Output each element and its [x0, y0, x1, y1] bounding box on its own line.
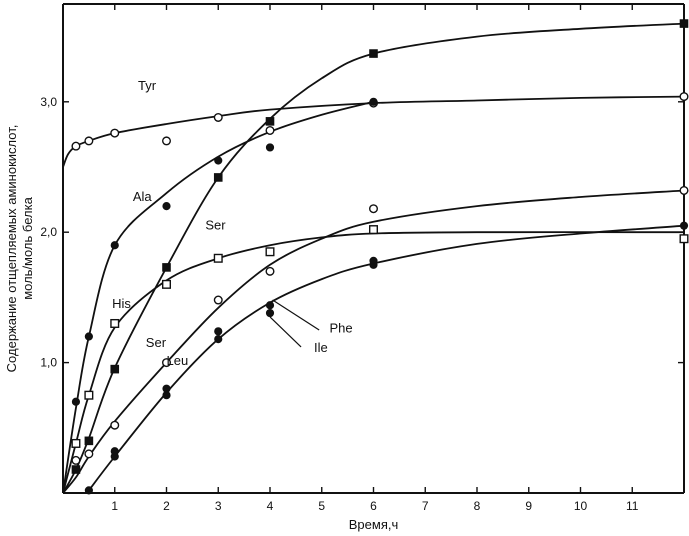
data-point-his — [369, 225, 379, 235]
y-tick-label: 1,0 — [40, 356, 57, 370]
data-point-ser — [213, 173, 223, 182]
curve-label-tyr: Tyr — [138, 78, 157, 93]
data-point-tyr — [71, 141, 81, 151]
data-point-his — [213, 253, 223, 263]
data-point-ser — [84, 436, 94, 446]
data-point-ala — [265, 143, 275, 152]
data-point-leu — [265, 266, 275, 276]
data-point-phe — [369, 256, 378, 265]
x-tick-label: 5 — [318, 499, 325, 513]
data-point-ser — [679, 19, 689, 28]
y-tick-label: 3,0 — [40, 95, 57, 109]
data-point-ala — [162, 202, 171, 211]
series-line-his — [62, 231, 685, 494]
data-point-ala — [84, 332, 93, 341]
data-point-ser — [369, 49, 378, 58]
y-axis-title: Содержание отщепляемых аминокислот, моль… — [4, 125, 35, 373]
x-tick-label: 11 — [626, 499, 639, 513]
y-axis-title-line-2: моль/моль белка — [20, 196, 35, 299]
data-point-leu — [110, 420, 120, 430]
data-point-tyr — [679, 92, 689, 102]
x-ticks: 1 2 3 4 5 6 7 8 9 10 11 — [111, 4, 639, 513]
x-tick-label: 2 — [163, 499, 170, 513]
data-point-tyr — [110, 128, 120, 138]
data-point-phe — [162, 384, 171, 393]
y-axis-title-line-1: Содержание отщепляемых аминокислот, — [4, 125, 19, 373]
curve-label-ser: Ser — [146, 335, 167, 350]
data-point-his — [110, 318, 120, 328]
data-point-leu — [679, 185, 689, 195]
series-line-ala — [62, 100, 374, 494]
label-pointer-line — [269, 316, 302, 348]
data-point-ser — [110, 364, 120, 374]
data-point-leu — [161, 358, 171, 368]
x-tick-label: 9 — [525, 499, 532, 513]
curve-label-ala: Ala — [133, 189, 153, 204]
x-tick-label: 4 — [267, 499, 274, 513]
data-point-his — [679, 234, 689, 244]
data-point-ile — [214, 335, 223, 344]
data-point-his — [84, 390, 94, 400]
data-point-ala — [214, 156, 223, 165]
curve-label-ser: Ser — [205, 218, 226, 233]
data-point-tyr — [84, 136, 94, 146]
data-point-ile — [265, 308, 275, 318]
data-point-his — [71, 438, 81, 448]
data-point-ser — [265, 117, 275, 126]
series-line-ser — [62, 22, 685, 494]
data-point-phe — [214, 327, 223, 336]
x-tick-label: 3 — [215, 499, 222, 513]
x-tick-label: 7 — [422, 499, 429, 513]
data-point-tyr — [265, 125, 275, 135]
data-point-tyr — [161, 136, 171, 146]
series-line-ile — [88, 224, 685, 491]
y-tick-label: 2,0 — [40, 225, 57, 239]
data-point-leu — [84, 449, 94, 459]
data-point-phe — [110, 447, 119, 456]
x-tick-label: 1 — [111, 499, 118, 513]
data-point-his — [161, 279, 171, 289]
data-point-ala — [71, 397, 81, 406]
label-pointer-line — [272, 299, 320, 331]
curve-label-leu: Leu — [167, 353, 189, 368]
plot-frame — [62, 3, 685, 494]
data-point-ser — [162, 263, 171, 272]
series-markers — [71, 19, 689, 495]
data-point-tyr — [213, 112, 223, 122]
x-tick-label: 10 — [574, 499, 588, 513]
x-tick-label: 8 — [474, 499, 481, 513]
data-point-ala — [369, 97, 378, 106]
data-point-ile — [679, 221, 689, 230]
data-point-leu — [213, 295, 223, 305]
x-axis-title: Время,ч — [349, 517, 399, 532]
data-point-leu — [369, 204, 379, 214]
data-point-his — [265, 247, 275, 257]
x-tick-label: 6 — [370, 499, 377, 513]
data-point-leu — [71, 455, 81, 465]
data-point-ser — [71, 465, 81, 474]
curve-label-his: His — [112, 296, 131, 311]
data-point-phe — [265, 301, 275, 310]
curve-label-phe: Phe — [330, 321, 353, 336]
curve-label-ile: Ile — [314, 340, 328, 355]
data-point-ile — [84, 486, 93, 495]
data-point-ala — [110, 241, 119, 250]
